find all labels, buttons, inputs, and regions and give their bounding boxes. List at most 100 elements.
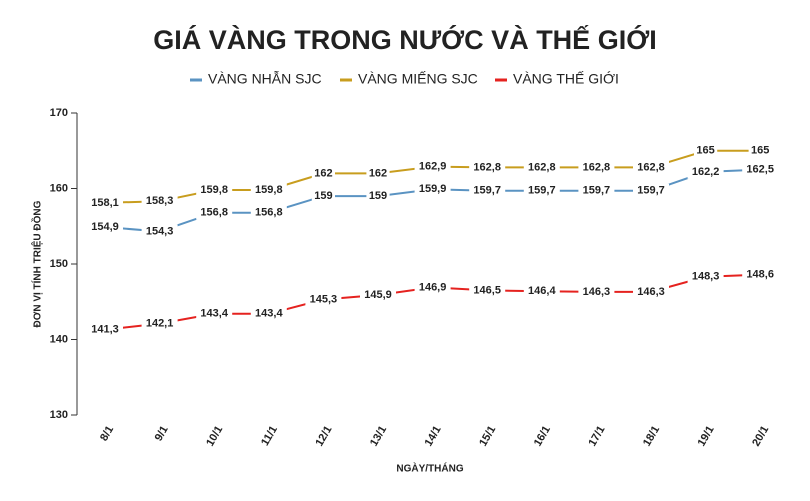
data-label-bg: [196, 183, 233, 198]
data-label-group: 162,9: [414, 159, 451, 174]
data-label-group: 165: [748, 143, 772, 158]
data-label-group: 146,3: [633, 284, 669, 299]
y-tick-label: 160: [50, 182, 68, 194]
x-axis-label: NGÀY/THÁNG: [396, 462, 463, 475]
data-label-group: 162: [311, 166, 335, 181]
data-label: 159: [369, 190, 387, 202]
data-label: 142,1: [146, 318, 174, 330]
data-label: 154,3: [146, 225, 174, 237]
data-label-bg: [523, 284, 560, 299]
data-label-group: 162,8: [633, 160, 669, 175]
data-label: 159,8: [255, 184, 283, 196]
data-label: 145,3: [310, 293, 338, 305]
data-label-bg: [311, 189, 335, 204]
data-label: 156,8: [255, 207, 283, 219]
data-label-bg: [633, 183, 669, 198]
data-label-group: 165: [694, 143, 718, 158]
data-label-bg: [250, 183, 287, 198]
data-label: 143,4: [200, 308, 228, 320]
data-label-group: 162: [366, 166, 390, 181]
data-label-group: 159: [311, 189, 335, 204]
data-label: 146,3: [583, 286, 611, 298]
data-label-group: 146,9: [414, 280, 451, 295]
data-label-group: 146,4: [523, 284, 560, 299]
data-label: 165: [696, 145, 714, 157]
data-label-group: 159,9: [414, 182, 451, 197]
y-tick-label: 170: [50, 107, 68, 119]
data-label-bg: [414, 159, 451, 174]
data-label: 146,3: [637, 286, 665, 298]
x-tick-label: 20/1: [750, 424, 771, 449]
data-label: 162: [314, 167, 332, 179]
data-label-group: 159,7: [578, 183, 615, 198]
data-label: 162,2: [692, 166, 720, 178]
x-tick-label: 18/1: [641, 424, 662, 449]
data-label-bg: [311, 166, 335, 181]
data-label-bg: [578, 183, 615, 198]
data-label-bg: [469, 160, 506, 175]
data-label-bg: [523, 160, 560, 175]
data-label-group: 162,8: [469, 160, 506, 175]
data-label-bg: [469, 183, 506, 198]
y-tick-label: 150: [50, 258, 68, 270]
data-label-group: 145,3: [305, 292, 342, 307]
data-label-group: 156,8: [196, 205, 233, 220]
series-line: [104, 168, 761, 233]
data-label-group: 143,4: [250, 306, 287, 321]
x-tick-label: 9/1: [153, 424, 171, 443]
data-label-group: 159: [366, 189, 390, 204]
data-label-bg: [305, 292, 342, 307]
data-label-bg: [87, 322, 123, 337]
x-tick-label: 17/1: [586, 424, 607, 449]
data-label-group: 162,5: [742, 162, 779, 177]
legend-label: VÀNG MIẾNG SJC: [358, 71, 478, 87]
x-tick-label: 11/1: [259, 424, 280, 448]
data-label-bg: [414, 280, 451, 295]
data-label-group: 141,3: [87, 322, 123, 337]
data-label-bg: [578, 160, 615, 175]
data-label: 146,4: [528, 285, 556, 297]
data-label-group: 158,3: [141, 194, 178, 209]
data-label: 162: [369, 167, 387, 179]
data-label-group: 142,1: [141, 316, 178, 331]
data-label-group: 158,1: [87, 195, 123, 210]
data-label-bg: [687, 269, 724, 284]
data-label-bg: [360, 287, 396, 302]
data-label-group: 148,3: [687, 269, 724, 284]
data-label: 162,9: [419, 161, 447, 173]
data-label: 154,9: [91, 221, 119, 233]
data-label-bg: [742, 162, 779, 177]
data-label-group: 146,5: [469, 283, 506, 298]
data-label-bg: [694, 143, 718, 158]
data-label-bg: [366, 166, 390, 181]
data-label-group: 143,4: [196, 306, 233, 321]
data-label: 159,8: [200, 184, 228, 196]
data-label-group: 154,9: [87, 220, 123, 235]
data-label: 162,8: [473, 161, 501, 173]
data-label-group: 162,8: [523, 160, 560, 175]
data-label: 162,8: [528, 161, 556, 173]
data-label-group: 159,8: [196, 183, 233, 198]
data-label: 159,7: [583, 185, 611, 197]
y-tick-label: 140: [50, 333, 68, 345]
x-tick-label: 12/1: [313, 424, 334, 449]
data-label-bg: [87, 195, 123, 210]
data-label-bg: [250, 205, 287, 220]
data-label-bg: [196, 205, 233, 220]
data-label: 159,7: [473, 185, 501, 197]
data-label-group: 162,2: [687, 164, 724, 179]
data-label-bg: [141, 224, 178, 239]
data-label: 156,8: [200, 207, 228, 219]
data-label-bg: [748, 143, 772, 158]
legend-label: VÀNG THẾ GIỚI: [513, 71, 619, 87]
x-tick-label: 19/1: [696, 424, 717, 449]
data-label-bg: [366, 189, 390, 204]
data-label-bg: [523, 183, 560, 198]
data-label: 146,9: [419, 281, 447, 293]
data-label: 141,3: [91, 324, 119, 336]
data-label: 162,8: [583, 161, 611, 173]
y-tick-label: 130: [50, 409, 68, 421]
data-label-bg: [87, 220, 123, 235]
data-label-group: 146,3: [578, 284, 615, 299]
